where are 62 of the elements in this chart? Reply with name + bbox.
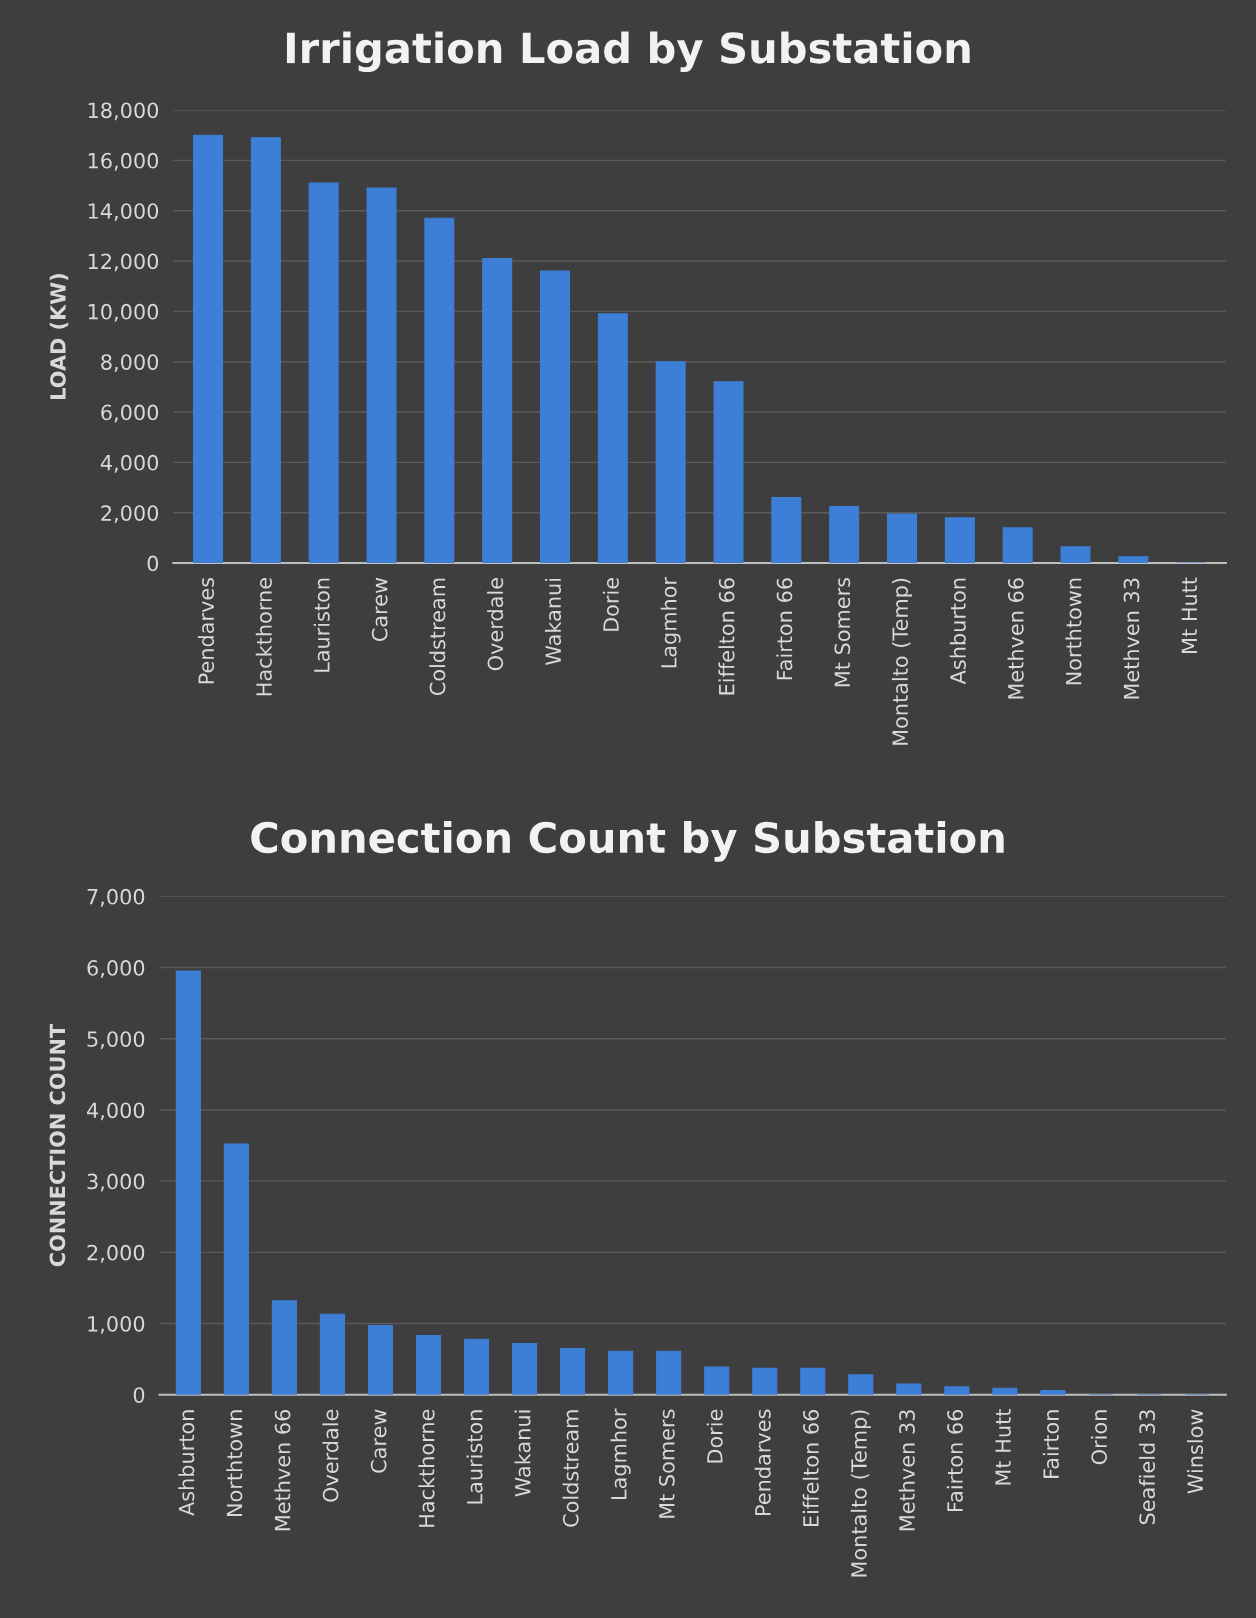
x-tick-label: Methven 33 [1123, 578, 1140, 699]
y-tick-label: 6,000 [101, 404, 159, 423]
x-tick-label: Eiffelton 66 [718, 578, 735, 695]
y-tick-label: 2,000 [101, 505, 159, 524]
y-tick-label: 6,000 [87, 960, 145, 978]
x-tick-label: Lauriston [313, 578, 330, 672]
x-tick-label: Coldstream [429, 578, 446, 696]
x-tick-label: Orion [1090, 1410, 1108, 1465]
x-tick-label: Ashburton [178, 1410, 195, 1516]
x-tick-label: Northtown [226, 1410, 243, 1516]
y-tick-label: 5,000 [87, 1031, 145, 1050]
y-tick-label: 4,000 [87, 1102, 145, 1121]
y-tick-label: 3,000 [87, 1173, 145, 1192]
x-tick-label: Methven 66 [274, 1409, 291, 1531]
x-tick-label: Pendarves [197, 577, 215, 684]
x-tick-label: Carew [371, 577, 388, 642]
x-tick-label: Seafield 33 [1138, 1410, 1156, 1525]
y-tick-label: 0 [147, 555, 159, 572]
x-tick-label: Coldstream [562, 1410, 579, 1527]
x-tick-label: Ashburton [949, 578, 966, 685]
x-tick-label: Mt Somers [658, 1409, 675, 1518]
x-tick-label: Overdale [322, 1409, 339, 1502]
x-tick-label: Eiffelton 66 [802, 1409, 819, 1527]
y-tick-label: 1,000 [88, 1315, 145, 1334]
x-tick-label: Lagmhor [660, 576, 681, 668]
x-tick-label: Northtown [1065, 578, 1082, 685]
x-tick-label: Winslow [1186, 1409, 1204, 1494]
y-axis-title: CONNECTION COUNT [49, 1024, 66, 1267]
x-tick-label: Montalto (Temp) [850, 1410, 871, 1577]
x-tick-label: Hackthorne [255, 578, 272, 696]
y-tick-label: 14,000 [88, 203, 159, 222]
y-tick-label: 10,000 [88, 303, 159, 322]
x-tick-label: Methven 33 [898, 1410, 915, 1531]
y-tick-label: 8,000 [101, 354, 159, 373]
x-tick-label: Methven 66 [1007, 578, 1024, 699]
x-tick-label: Hackthorne [418, 1409, 435, 1527]
y-tick-label: 12,000 [88, 253, 159, 272]
y-tick-label: 7,000 [87, 888, 145, 907]
x-tick-label: Lauriston [466, 1410, 483, 1504]
y-tick-label: 2,000 [87, 1244, 145, 1263]
x-tick-label: Fairton 66 [946, 1409, 963, 1512]
x-tick-label: Mt Somers [834, 577, 851, 687]
y-axis-title: LOAD (KW) [49, 274, 69, 399]
y-tick-label: 0 [133, 1387, 145, 1403]
y-tick-label: 4,000 [100, 454, 159, 473]
x-tick-label: Fairton 66 [776, 578, 793, 680]
x-tick-label: Wakanui [544, 578, 562, 665]
x-tick-label: Overdale [487, 578, 504, 671]
x-tick-label: Montalto (Temp) [891, 578, 913, 745]
x-tick-label: Dorie [706, 1409, 723, 1463]
chart-title: Connection Count by Substation [251, 821, 1004, 862]
x-tick-label: Carew [370, 1409, 387, 1473]
chart-title: Irrigation Load by Substation [286, 31, 970, 73]
x-tick-label: Lagmhor [610, 1408, 631, 1499]
x-tick-label: Mt Hutt [1181, 577, 1198, 653]
x-tick-label: Fairton [1042, 1410, 1059, 1478]
y-tick-label: 16,000 [88, 152, 159, 171]
x-tick-label: Dorie [602, 578, 619, 631]
x-tick-label: Pendarves [754, 1409, 771, 1515]
x-tick-label: Mt Hutt [995, 1409, 1011, 1485]
y-tick-label: 18,000 [88, 102, 159, 121]
x-tick-label: Wakanui [514, 1410, 531, 1497]
